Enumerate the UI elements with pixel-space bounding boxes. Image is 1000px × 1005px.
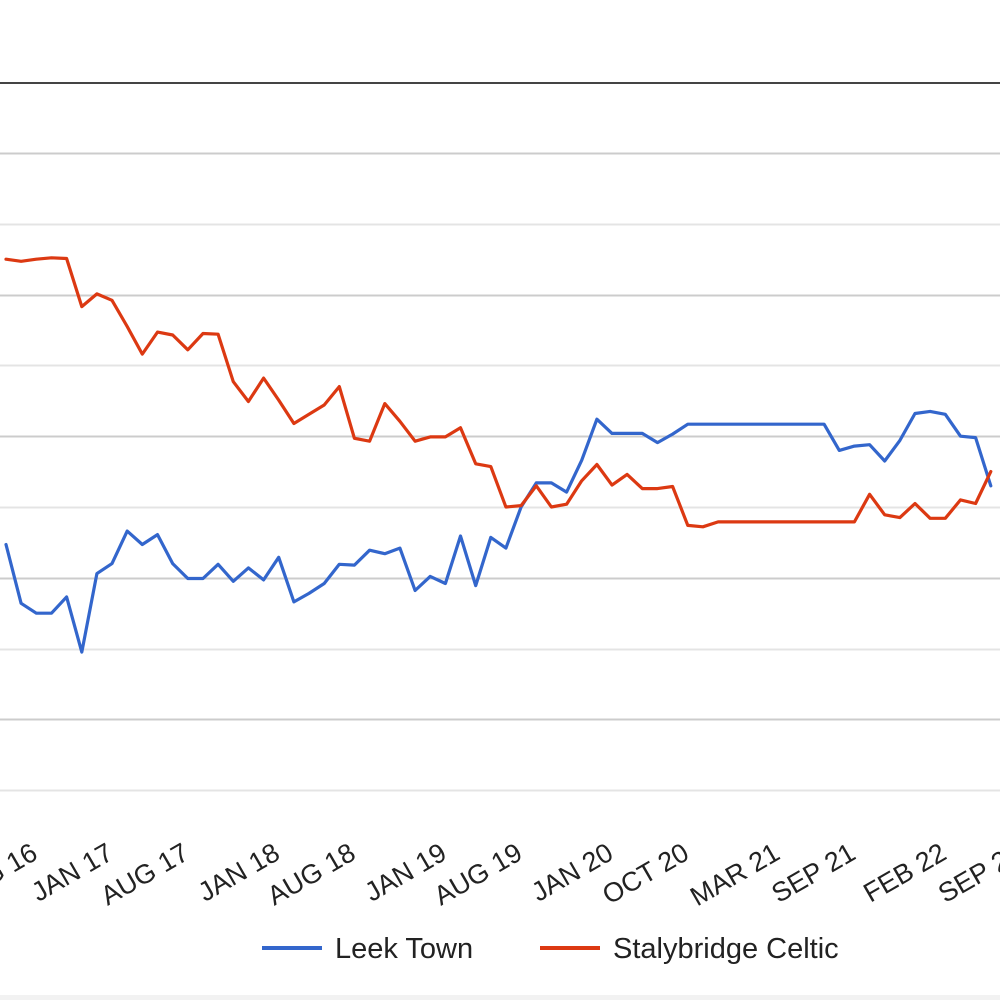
bottom-strip — [0, 995, 1000, 1000]
legend-label-0: Leek Town — [335, 933, 473, 965]
x-tick-label: FEB 22 — [858, 837, 951, 908]
legend: Leek Town Stalybridge Celtic — [262, 933, 839, 965]
x-tick-label: OCT 20 — [597, 837, 693, 910]
x-tick-label: SEP 21 — [767, 837, 861, 909]
x-tick-label: AUG 17 — [96, 837, 194, 911]
series-line-1 — [4, 256, 993, 529]
series-layer — [4, 256, 993, 654]
x-tick-label: AUG 16 — [0, 837, 42, 911]
x-tick-label: AUG 18 — [262, 837, 360, 911]
grid-layer — [0, 152, 1000, 792]
x-tick-label: SEP 22 — [933, 837, 1000, 909]
series-line-0 — [4, 409, 993, 654]
x-tick-label: MAR 21 — [685, 837, 784, 912]
x-tick-label: AUG 19 — [429, 837, 527, 911]
legend-label-1: Stalybridge Celtic — [613, 933, 839, 965]
